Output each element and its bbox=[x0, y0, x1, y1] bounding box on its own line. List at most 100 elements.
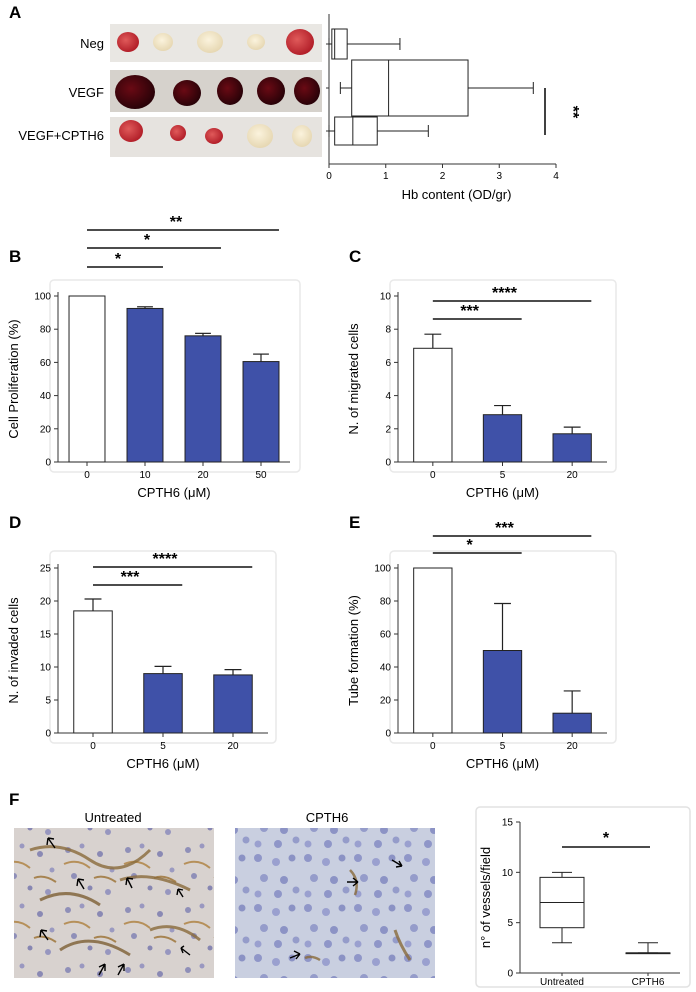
bar bbox=[213, 674, 253, 734]
x-tick-label: CPTH6 bbox=[632, 977, 665, 988]
chart-c-migration: 0 2 4 6 8 10 0 5 20 CPTH6 (μM) N. of migrated cell… bbox=[346, 279, 617, 500]
panel-label-d: D bbox=[9, 513, 21, 532]
y-tick-label: 80 bbox=[40, 325, 52, 336]
y-tick-label: 20 bbox=[40, 424, 52, 435]
y-tick-label: 10 bbox=[40, 663, 52, 674]
y-tick-label: 100 bbox=[34, 292, 51, 303]
y-tick-label: 0 bbox=[385, 458, 391, 469]
plug-photo-vegf-cpth6 bbox=[110, 117, 322, 157]
x-tick-label: 20 bbox=[227, 741, 239, 752]
x-tick-label: 50 bbox=[255, 470, 267, 481]
y-tick-label: 20 bbox=[380, 696, 392, 707]
x-axis-title: CPTH6 (μM) bbox=[466, 756, 539, 771]
panel-label-b: B bbox=[9, 247, 21, 266]
histology-photo-untreated bbox=[14, 828, 214, 978]
x-tick-label: 20 bbox=[197, 470, 209, 481]
significance-stars: *** bbox=[460, 303, 479, 320]
x-tick-label: 0 bbox=[90, 741, 96, 752]
y-tick-label: 10 bbox=[380, 292, 392, 303]
bar bbox=[143, 673, 183, 734]
x-tick-label: 0 bbox=[430, 470, 436, 481]
row-label-neg: Neg bbox=[80, 36, 104, 51]
x-tick-label: 0 bbox=[326, 171, 332, 182]
x-axis-title: CPTH6 (μM) bbox=[137, 485, 210, 500]
box bbox=[351, 59, 469, 117]
significance-stars: * bbox=[144, 232, 151, 249]
x-tick-label: 1 bbox=[383, 171, 389, 182]
x-tick-label: 0 bbox=[84, 470, 90, 481]
y-axis-title: n° of vessels/field bbox=[478, 847, 493, 948]
significance-stars: **** bbox=[492, 285, 518, 302]
chart-e-tube-formation: 0 20 40 60 80 100 0 5 20 CPTH6 (μM) Tube formation… bbox=[346, 520, 617, 771]
y-tick-label: 8 bbox=[385, 325, 391, 336]
x-tick-label: 5 bbox=[160, 741, 166, 752]
significance-stars: *** bbox=[495, 520, 514, 537]
bar bbox=[242, 361, 280, 463]
y-tick-label: 0 bbox=[507, 969, 513, 980]
y-tick-label: 4 bbox=[385, 391, 391, 402]
x-tick-label: 0 bbox=[430, 741, 436, 752]
bar bbox=[68, 295, 106, 463]
x-tick-label: 2 bbox=[440, 171, 446, 182]
x-tick-label: 20 bbox=[567, 741, 579, 752]
significance-stars: *** bbox=[121, 569, 140, 586]
y-tick-label: 5 bbox=[507, 918, 513, 929]
box bbox=[334, 116, 378, 146]
y-tick-label: 2 bbox=[385, 424, 391, 435]
significance-stars: * bbox=[603, 830, 610, 847]
bar bbox=[482, 414, 523, 463]
chart-frame bbox=[389, 279, 617, 473]
y-tick-label: 20 bbox=[40, 597, 52, 608]
y-tick-label: 0 bbox=[45, 729, 51, 740]
bar bbox=[126, 307, 164, 463]
y-tick-label: 0 bbox=[45, 458, 51, 469]
bar bbox=[184, 335, 222, 463]
photo-label-cpth6: CPTH6 bbox=[306, 810, 349, 825]
y-tick-label: 40 bbox=[380, 663, 392, 674]
y-axis-title: N. of migrated cells bbox=[346, 323, 361, 435]
photo-label-untreated: Untreated bbox=[84, 810, 141, 825]
plug-photo-neg bbox=[110, 24, 322, 62]
row-label-vegf-cpth6: VEGF+CPTH6 bbox=[18, 128, 104, 143]
y-tick-label: 6 bbox=[385, 358, 391, 369]
x-tick-label: Untreated bbox=[540, 977, 584, 988]
histology-photo-cpth6 bbox=[235, 828, 435, 978]
chart-f-vessels-boxplot: 0 5 10 15 Untreated CPTH6 n° of vessels/field * bbox=[478, 818, 680, 988]
bar bbox=[413, 567, 453, 734]
significance-stars: **** bbox=[153, 551, 179, 568]
x-tick-label: 5 bbox=[500, 741, 506, 752]
bar bbox=[73, 610, 113, 734]
y-tick-label: 5 bbox=[45, 696, 51, 707]
significance-stars: ** bbox=[564, 106, 581, 119]
x-tick-label: 5 bbox=[500, 470, 506, 481]
panel-f-chart-frame bbox=[475, 806, 691, 988]
y-tick-label: 25 bbox=[40, 564, 52, 575]
x-tick-label: 20 bbox=[567, 470, 579, 481]
y-axis-title: N. of invaded cells bbox=[6, 597, 21, 704]
x-tick-label: 10 bbox=[139, 470, 151, 481]
panel-label-e: E bbox=[349, 513, 360, 532]
y-tick-label: 15 bbox=[502, 818, 514, 829]
chart-frame bbox=[49, 279, 301, 473]
y-tick-label: 60 bbox=[40, 358, 52, 369]
y-tick-label: 80 bbox=[380, 597, 392, 608]
chart-d-invasion: 0 5 10 15 20 25 0 5 20 CPTH6 (μM) N. of invaded ce… bbox=[6, 550, 277, 771]
x-tick-label: 3 bbox=[496, 171, 502, 182]
x-axis-title: CPTH6 (μM) bbox=[466, 485, 539, 500]
y-tick-label: 60 bbox=[380, 630, 392, 641]
x-axis-title: CPTH6 (μM) bbox=[126, 756, 199, 771]
significance-stars: ** bbox=[170, 214, 183, 231]
box bbox=[331, 28, 348, 60]
plug-photo-vegf bbox=[110, 70, 322, 112]
y-tick-label: 15 bbox=[40, 630, 52, 641]
row-label-vegf: VEGF bbox=[69, 85, 104, 100]
y-tick-label: 0 bbox=[385, 729, 391, 740]
bar bbox=[482, 650, 523, 734]
chart-frame bbox=[389, 550, 617, 744]
bar bbox=[552, 712, 592, 734]
chart-frame bbox=[49, 550, 277, 744]
panel-label-a: A bbox=[9, 3, 21, 22]
panel-label-f: F bbox=[9, 790, 19, 809]
y-tick-label: 100 bbox=[374, 564, 391, 575]
